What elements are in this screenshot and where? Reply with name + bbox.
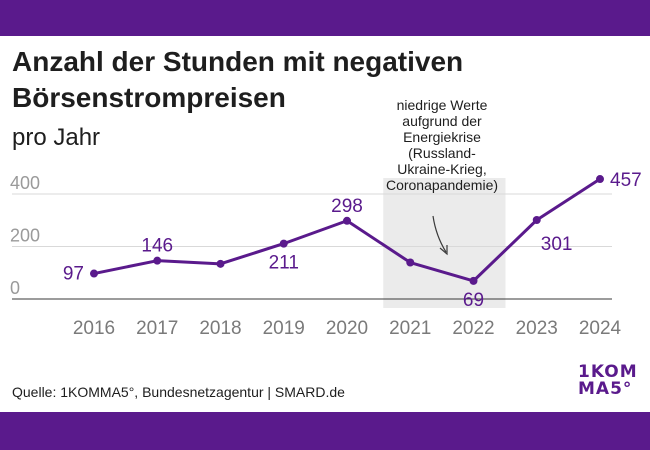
chart-title-line-2: Börsenstrompreisen [12,82,286,113]
chart-title-line-1: Anzahl der Stunden mit negativen [12,46,464,77]
y-tick-label: 0 [10,278,20,298]
data-point [406,258,415,267]
x-tick-label: 2016 [73,318,115,339]
x-tick-label: 2024 [579,318,622,339]
data-point [343,216,351,225]
y-tick-label: 400 [10,173,40,193]
source-note: Quelle: 1KOMMA5°, Bundesnetzagentur | SM… [12,384,345,400]
brand-logo-line-1: 1KOM [578,362,638,382]
data-point [469,276,478,285]
data-label: 146 [141,236,173,257]
data-point [153,256,162,265]
y-tick-label: 200 [10,226,40,246]
annotation-line: niedrige Werte [397,97,488,113]
data-point [596,175,604,184]
annotation-line: (Russland- [408,145,476,161]
data-point [216,259,225,268]
line-chart: 0 200 400 2016 2017 2018 2019 2020 2021 2022 2023 2… [10,97,642,339]
x-tick-label: 2019 [263,318,305,339]
brand-logo-line-2: MA5° [578,379,633,399]
x-tick-label: 2023 [516,318,558,339]
chart-subtitle: pro Jahr [12,124,101,151]
x-tick-label: 2022 [452,318,494,339]
annotation-line: Coronapandemie) [386,177,498,193]
data-label: 97 [63,264,84,285]
chart-title: Anzahl der Stunden mit negativen Börsens… [12,44,612,116]
data-point [532,215,541,224]
data-label: 457 [610,170,642,191]
data-label: 69 [463,290,484,311]
x-tick-label: 2021 [389,318,431,339]
x-tick-label: 2020 [326,318,368,339]
brand-logo: 1KOM MA5° [578,364,638,398]
annotation-line: Energiekrise [403,129,481,145]
data-label: 301 [541,234,573,255]
data-point [279,239,288,248]
x-tick-label: 2017 [136,318,178,339]
bottom-brand-bar [0,412,650,450]
annotation-line: Ukraine-Krieg, [397,161,486,177]
top-brand-bar [0,0,650,36]
annotation-arrowhead [439,245,448,256]
highlight-band [383,178,506,308]
annotation-line: aufgrund der [402,113,482,129]
data-point [90,269,98,278]
data-label: 211 [269,253,299,274]
data-label: 298 [331,196,363,217]
x-tick-label: 2018 [199,318,241,339]
annotation-arrow [432,215,447,253]
